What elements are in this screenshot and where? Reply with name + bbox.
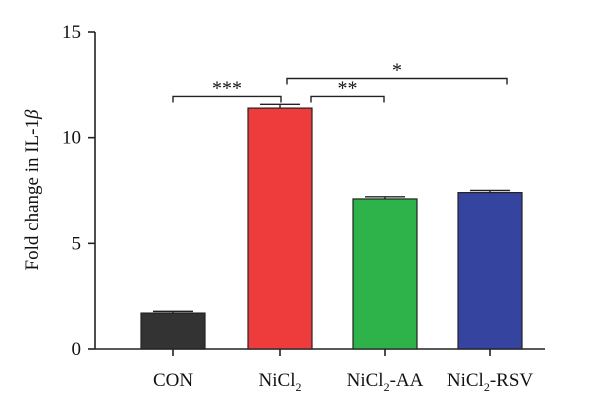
category-subscript: 2 xyxy=(384,380,390,394)
x-category-label: NiCl2-RSV xyxy=(447,370,534,394)
category-base: NiCl xyxy=(259,370,296,391)
significance-bracket xyxy=(172,95,282,103)
x-category-label: NiCl2 xyxy=(259,370,302,394)
category-suffix: -RSV xyxy=(490,370,534,391)
significance-bracket xyxy=(286,77,508,85)
category-base: NiCl xyxy=(447,370,484,391)
y-axis-title: Fold change in IL-1β xyxy=(22,109,43,270)
bars xyxy=(140,103,523,350)
y-tick-label: 5 xyxy=(72,233,82,254)
bar xyxy=(457,192,523,350)
significance-label: ** xyxy=(338,77,358,99)
y-tick-label: 0 xyxy=(72,339,82,360)
y-axis: 0 5 10 15 xyxy=(62,22,96,360)
x-category-label: CON xyxy=(153,370,193,391)
category-subscript: 2 xyxy=(484,380,490,394)
bar xyxy=(140,312,206,350)
category-suffix: -AA xyxy=(390,370,424,391)
significance-label: * xyxy=(392,59,402,81)
category-subscript: 2 xyxy=(295,380,301,394)
x-axis: CON NiCl2 NiCl2-AA NiCl2-RSV xyxy=(95,348,545,394)
significance-bracket xyxy=(310,95,385,103)
significance-label: *** xyxy=(212,77,242,99)
category-base: NiCl xyxy=(347,370,384,391)
x-category-label: NiCl2-AA xyxy=(347,370,424,394)
bar xyxy=(352,198,418,350)
category-base: CON xyxy=(153,370,193,391)
y-tick-label: 15 xyxy=(62,22,81,43)
bar xyxy=(247,107,313,350)
y-tick-label: 10 xyxy=(62,128,81,149)
significance-markers: *** *** xyxy=(172,59,508,103)
